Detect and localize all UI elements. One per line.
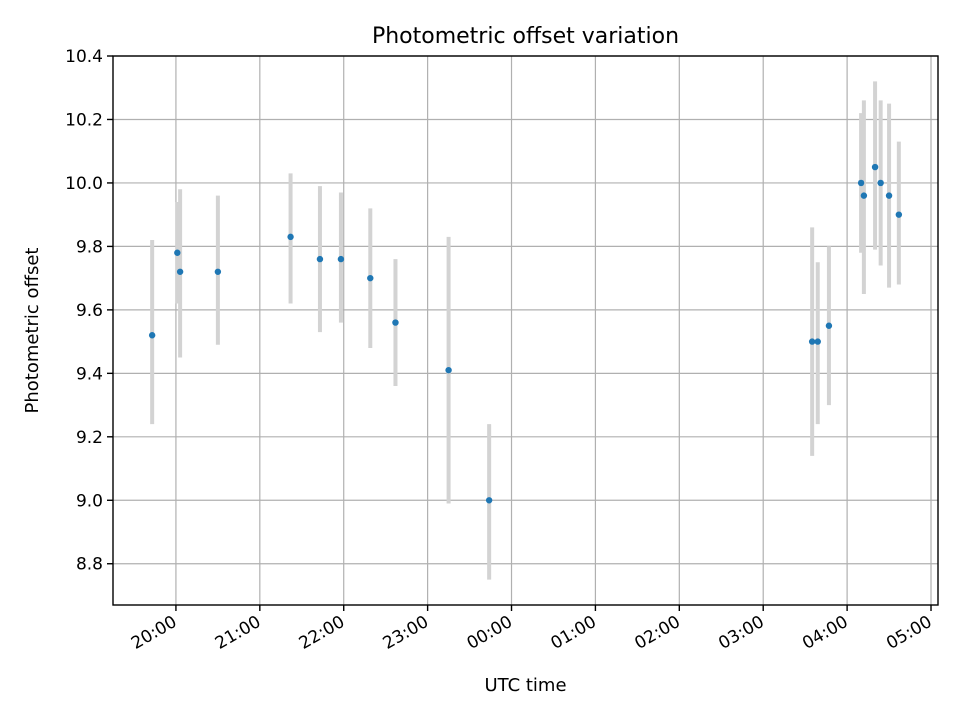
y-tick-label: 9.8: [76, 237, 103, 257]
data-point: [885, 192, 893, 199]
y-tick-label: 10.4: [65, 47, 103, 67]
data-point: [860, 192, 868, 199]
y-tick-label: 10.0: [65, 174, 103, 194]
y-tick-label: 9.6: [76, 301, 103, 321]
data-point: [214, 268, 222, 275]
chart-title: Photometric offset variation: [372, 24, 679, 49]
data-point: [871, 163, 879, 171]
data-point: [825, 322, 833, 329]
y-tick-label: 9.2: [76, 428, 103, 448]
data-point: [445, 366, 452, 374]
y-tick-label: 9.0: [76, 491, 103, 511]
y-tick-label: 10.2: [65, 110, 103, 130]
data-point: [485, 497, 493, 504]
data-point: [857, 179, 865, 187]
data-point: [337, 255, 345, 263]
y-tick-label: 8.8: [76, 555, 103, 575]
data-point: [367, 274, 374, 282]
data-points: [148, 163, 903, 504]
y-axis-label: Photometric offset: [22, 248, 43, 414]
data-point: [174, 249, 181, 256]
data-point: [877, 179, 884, 187]
plot-frame: [112, 55, 939, 606]
y-tick-label: 9.4: [76, 364, 103, 384]
y-axis-ticks: 8.8 9.0 9.2 9.4 9.6 9.8 10.0 10.2 10.4: [65, 47, 113, 575]
data-point: [148, 332, 156, 339]
data-point: [808, 338, 816, 345]
data-point: [895, 211, 903, 218]
x-axis-label: UTC time: [484, 675, 566, 696]
data-point: [814, 338, 821, 345]
data-point: [316, 255, 324, 263]
data-point: [392, 319, 399, 326]
data-point: [287, 233, 294, 241]
data-point: [176, 268, 184, 275]
